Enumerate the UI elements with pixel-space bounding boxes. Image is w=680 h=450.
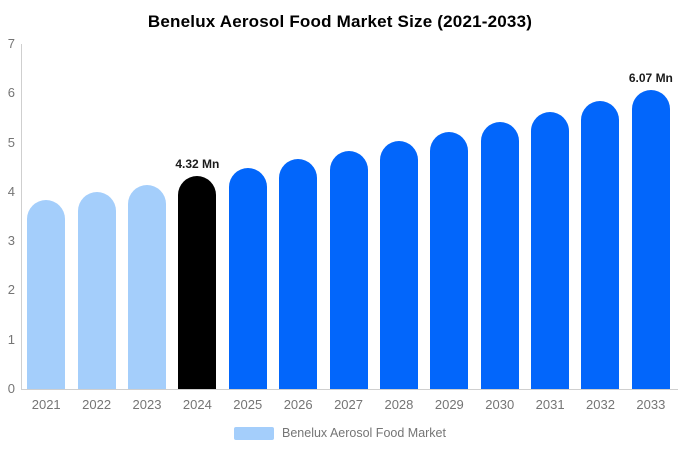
bar-2032[interactable] (581, 100, 620, 389)
x-tick-label-2026: 2026 (283, 397, 313, 412)
y-tick-label-7: 7 (7, 36, 15, 51)
bar-slot-2026 (273, 44, 323, 389)
data-label-2033: 6.07 Mn (628, 70, 673, 85)
bar-2026[interactable] (279, 159, 318, 389)
bar-slot-2028 (374, 44, 424, 389)
x-tick-label-2029: 2029 (434, 397, 464, 412)
bar-2030[interactable] (480, 121, 519, 389)
x-tick-label-2033: 2033 (636, 397, 666, 412)
legend-swatch (234, 426, 274, 440)
x-tick-label-2031: 2031 (535, 397, 565, 412)
chart-title: Benelux Aerosol Food Market Size (2021-2… (147, 12, 533, 31)
y-tick-label-3: 3 (7, 233, 15, 249)
data-label-2024: 4.32 Mn (175, 157, 220, 172)
bar-slot-2029 (424, 44, 474, 389)
bar-series: 4.32 Mn 6.07 Mn (21, 44, 676, 389)
x-tick-label-2021: 2021 (31, 397, 61, 412)
bar-2029[interactable] (430, 131, 469, 389)
bar-slot-2023 (122, 44, 172, 389)
bar-2024[interactable] (178, 176, 217, 389)
x-axis-tick-labels: 2021 2022 2023 2024 2025 2026 2027 2028 2029 2030… (21, 397, 676, 412)
bar-slot-2022 (71, 44, 121, 389)
bar-2027[interactable] (329, 150, 368, 389)
bar-slot-2033: 6.07 Mn (626, 44, 676, 389)
bar-2028[interactable] (379, 141, 418, 389)
bar-2021[interactable] (27, 199, 66, 389)
bar-2025[interactable] (228, 167, 267, 389)
bar-2022[interactable] (77, 192, 116, 389)
y-tick-label-4: 4 (7, 183, 15, 199)
bar-2033[interactable] (631, 89, 670, 389)
bar-slot-2021 (21, 44, 71, 389)
legend-label: Benelux Aerosol Food Market (282, 426, 446, 440)
bar-slot-2027 (323, 44, 373, 389)
x-tick-label-2027: 2027 (334, 397, 363, 412)
x-tick-label-2032: 2032 (586, 397, 615, 412)
x-tick-label-2023: 2023 (132, 397, 162, 412)
y-tick-label-6: 6 (7, 85, 15, 101)
y-axis-line (21, 44, 22, 389)
x-tick-label-2022: 2022 (82, 397, 112, 412)
x-tick-label-2024: 2024 (182, 397, 212, 412)
y-tick-label-5: 5 (7, 134, 15, 150)
x-axis-line (21, 389, 678, 390)
y-tick-label-1: 1 (7, 331, 15, 347)
y-tick-label-0: 0 (7, 381, 15, 396)
bar-slot-2030 (475, 44, 525, 389)
bar-slot-2024: 4.32 Mn (172, 44, 222, 389)
bar-slot-2032 (575, 44, 625, 389)
bar-slot-2031 (525, 44, 575, 389)
bar-2023[interactable] (127, 184, 166, 389)
y-tick-label-2: 2 (7, 282, 15, 298)
x-tick-label-2030: 2030 (485, 397, 515, 412)
bar-2031[interactable] (531, 111, 570, 389)
legend-item[interactable]: Benelux Aerosol Food Market (0, 426, 680, 440)
x-tick-label-2025: 2025 (233, 397, 263, 412)
bar-slot-2025 (223, 44, 273, 389)
x-tick-label-2028: 2028 (384, 397, 414, 412)
